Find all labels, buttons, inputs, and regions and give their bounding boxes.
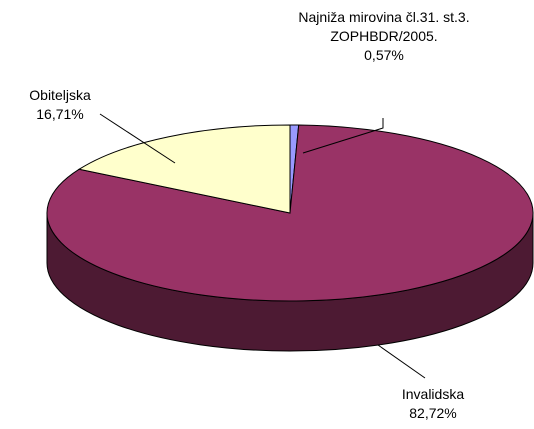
slice-name: Obiteljska [29,87,91,103]
slice-label: Invalidska 82,72% [370,385,496,423]
leader-line [99,113,176,164]
leader-line [302,118,384,154]
slice-value: 0,57% [364,47,404,63]
leader-line [377,344,426,379]
slice-label: Najniža mirovina čl.31. st.3. ZOPHBDR/20… [296,8,472,65]
pie-slice [77,124,291,214]
slice-value: 16,71% [36,106,84,122]
slice-value: 82,72% [409,405,457,421]
slice-name: Najniža mirovina čl.31. st.3. ZOPHBDR/20… [298,9,470,44]
pie-tops [46,124,534,302]
slice-name: Invalidska [401,386,465,402]
slice-label: Obiteljska 16,71% [0,86,120,124]
